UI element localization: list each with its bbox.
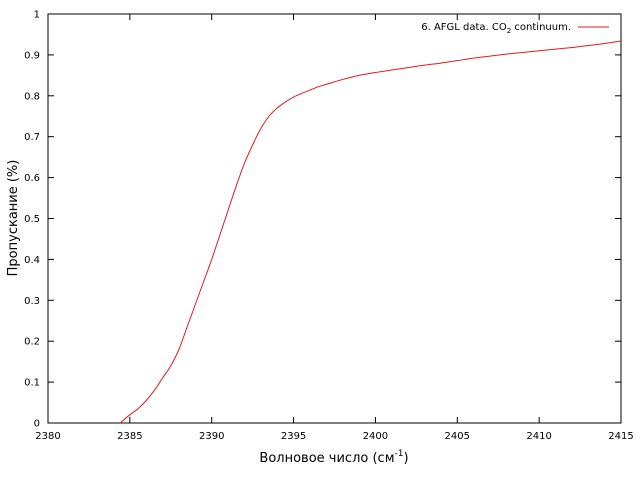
y-tick-label-3: 0.3 bbox=[24, 296, 40, 307]
x-tick-label-6: 2410 bbox=[526, 431, 551, 442]
x-tick-label-1: 2385 bbox=[117, 431, 142, 442]
legend-suffix: continuum. bbox=[511, 22, 571, 33]
x-tick-label-0: 2380 bbox=[35, 431, 60, 442]
plot-frame bbox=[47, 13, 622, 424]
x-tick-label-7: 2415 bbox=[608, 431, 633, 442]
y-axis-title: Пропускание (%) bbox=[6, 160, 21, 277]
y-tick-label-0: 0 bbox=[34, 419, 40, 430]
legend: 6. AFGL data. CO2 continuum. bbox=[421, 22, 609, 35]
x-tick-label-5: 2405 bbox=[445, 431, 470, 442]
y-tick-labels: 0 0.1 0.2 0.3 0.4 0.5 0.6 0.7 0.8 0.9 1 bbox=[24, 10, 40, 430]
tick-marks bbox=[47, 13, 622, 424]
x-tick-label-3: 2395 bbox=[281, 431, 306, 442]
x-axis-title-tail: ) bbox=[403, 451, 408, 466]
y-tick-label-10: 1 bbox=[34, 10, 40, 21]
y-tick-label-9: 0.9 bbox=[24, 50, 40, 61]
y-tick-label-2: 0.2 bbox=[24, 337, 40, 348]
y-tick-label-5: 0.5 bbox=[24, 214, 40, 225]
y-tick-label-7: 0.7 bbox=[24, 132, 40, 143]
y-tick-label-1: 0.1 bbox=[24, 378, 40, 389]
x-axis-title-superscript: -1 bbox=[395, 449, 404, 459]
y-tick-label-6: 0.6 bbox=[24, 173, 40, 184]
y-tick-label-4: 0.4 bbox=[24, 255, 40, 266]
x-tick-labels: 2380 2385 2390 2395 2400 2405 2410 2415 bbox=[35, 431, 633, 442]
x-axis-title: Волновое число (см-1) bbox=[259, 449, 408, 466]
legend-subscript: 2 bbox=[507, 27, 511, 35]
legend-entry-label: 6. AFGL data. CO2 continuum. bbox=[421, 22, 571, 35]
x-tick-label-2: 2390 bbox=[199, 431, 224, 442]
y-tick-label-8: 0.8 bbox=[24, 91, 40, 102]
x-tick-label-4: 2400 bbox=[363, 431, 388, 442]
series-line-co2-continuum bbox=[119, 40, 622, 424]
